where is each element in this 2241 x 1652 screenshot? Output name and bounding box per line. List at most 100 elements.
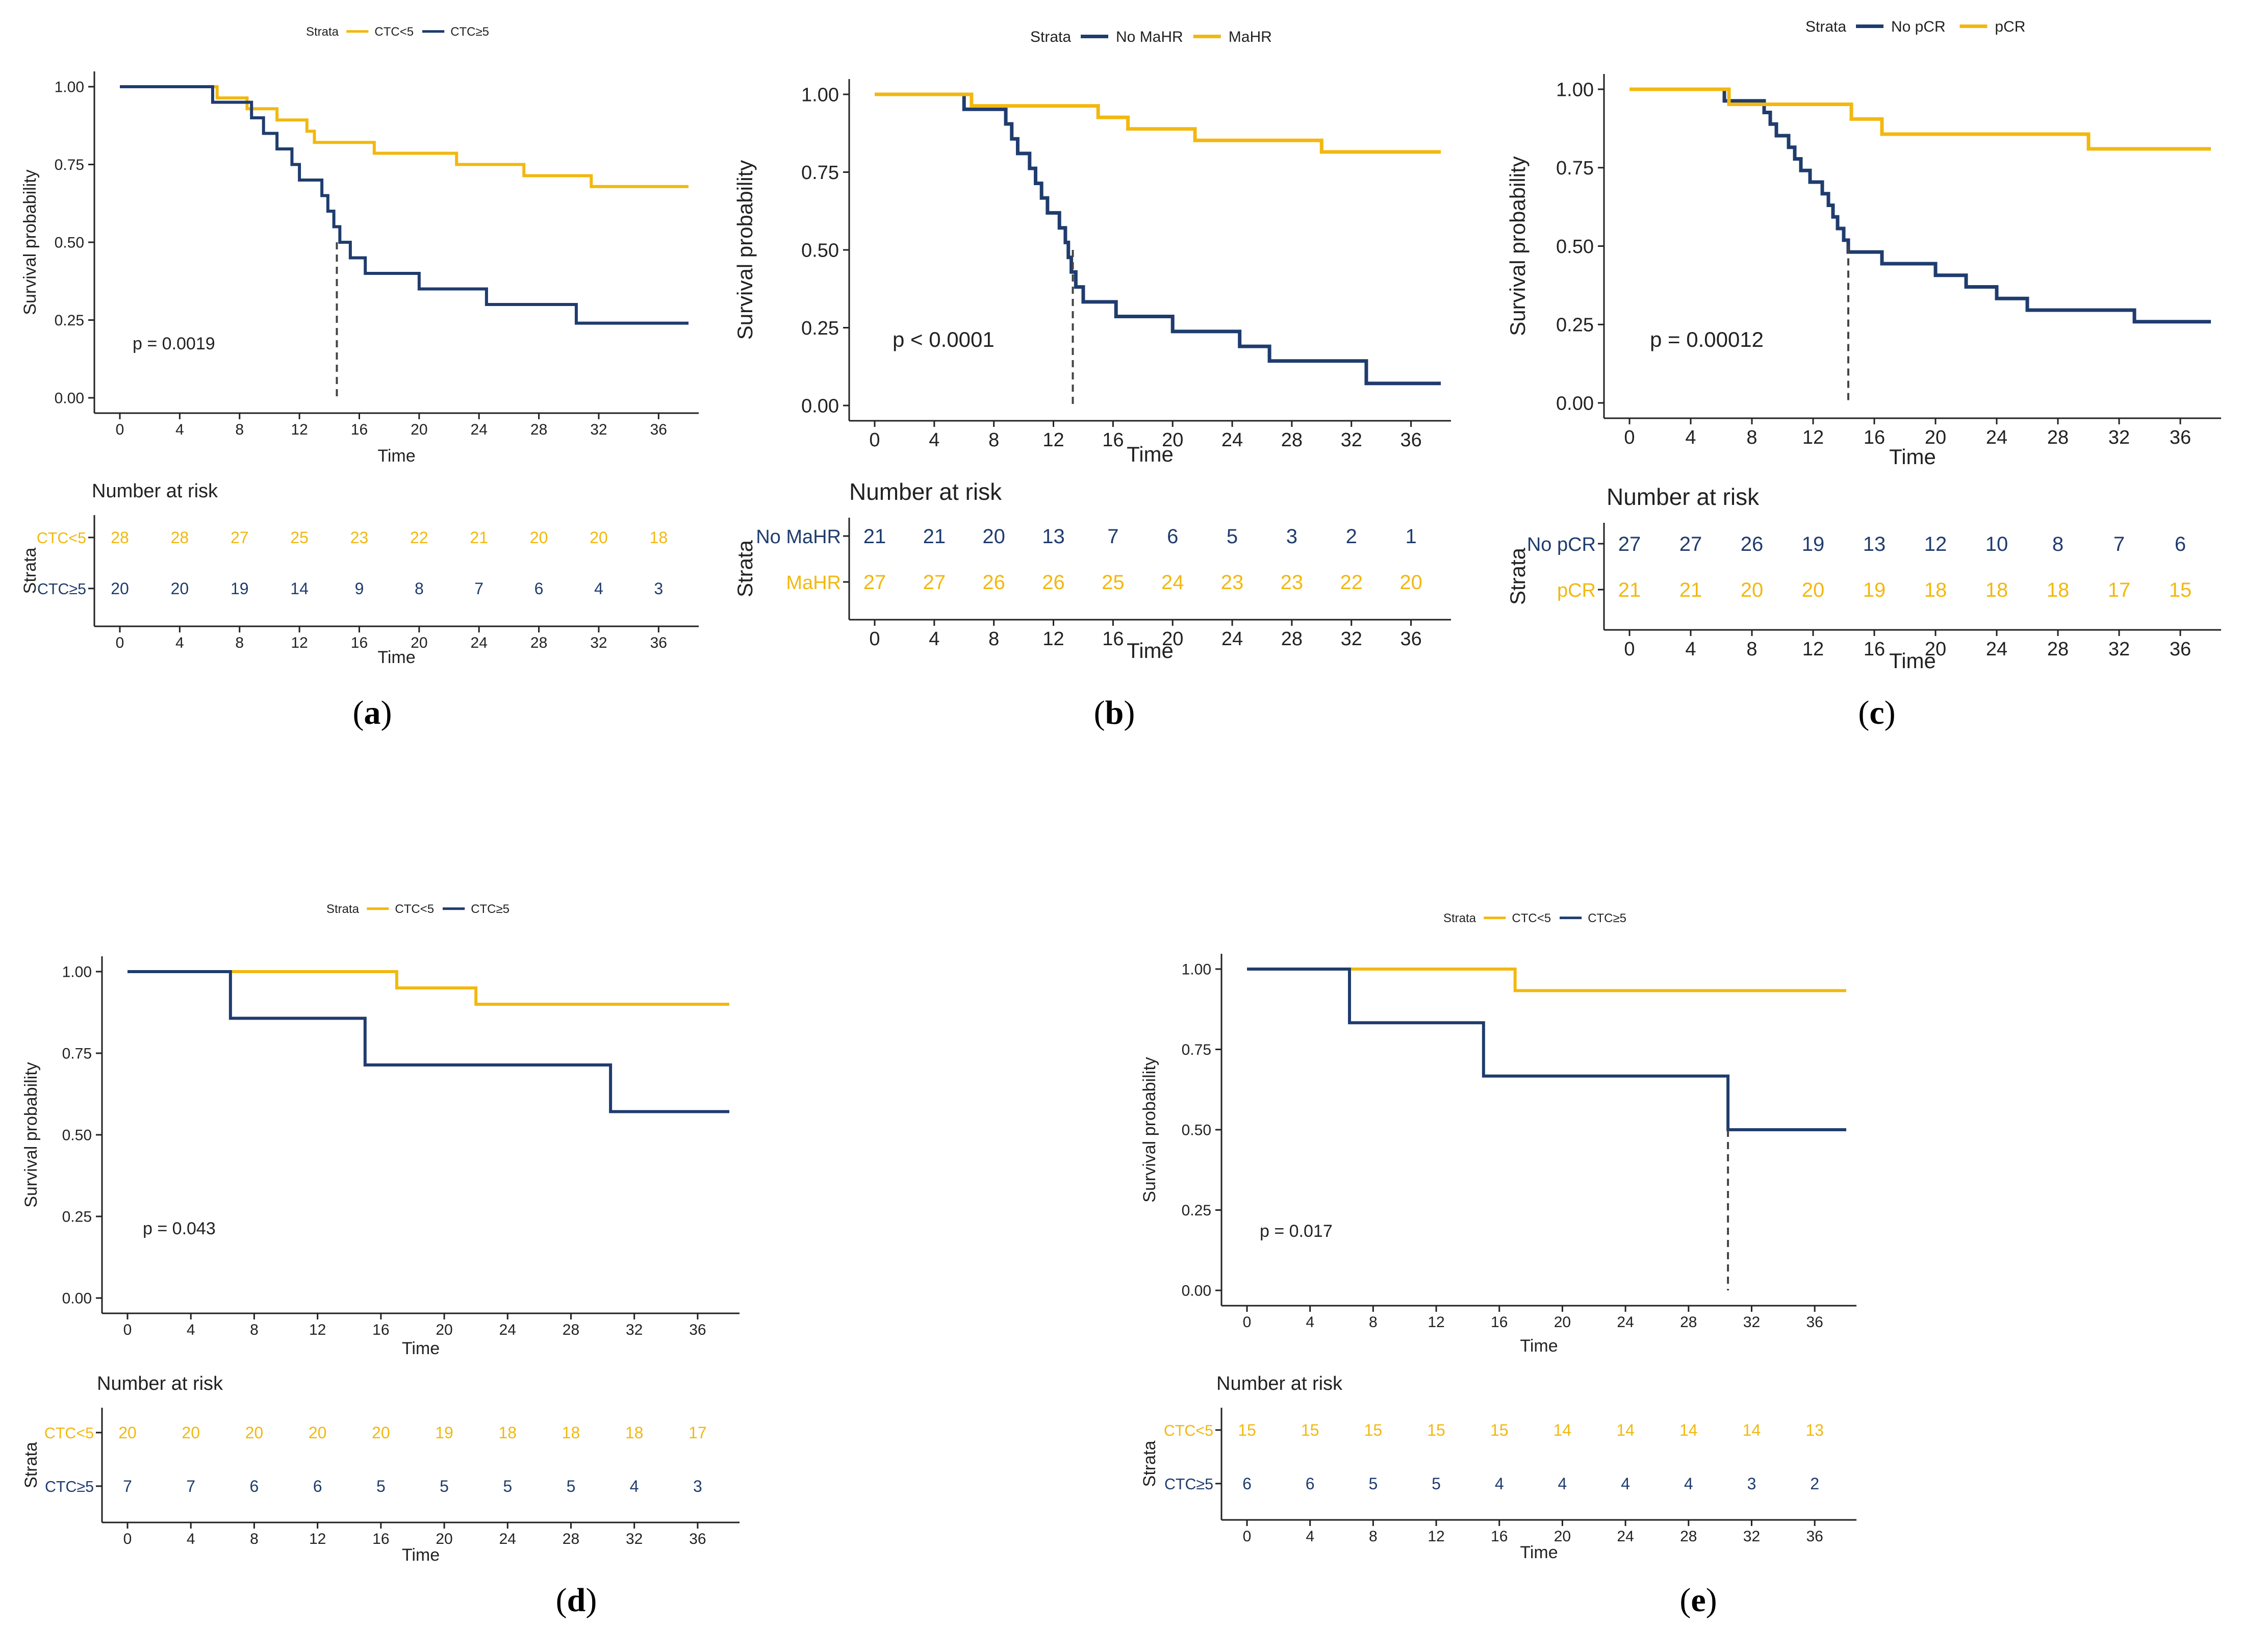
risk-x-tick-label: 32 xyxy=(2108,639,2130,660)
risk-count: 14 xyxy=(290,579,309,598)
risk-count: 15 xyxy=(1490,1421,1509,1439)
x-tick-label: 28 xyxy=(1281,429,1303,451)
risk-count: 6 xyxy=(1306,1475,1315,1493)
legend-title: Strata xyxy=(1805,18,1846,35)
risk-count: 20 xyxy=(118,1424,137,1442)
risk-count: 26 xyxy=(1042,571,1065,594)
risk-x-tick-label: 16 xyxy=(351,634,368,651)
y-tick-label: 0.25 xyxy=(55,312,84,329)
x-axis-label: Time xyxy=(1520,1336,1558,1356)
risk-count: 18 xyxy=(2047,579,2070,601)
risk-count: 22 xyxy=(1340,571,1363,594)
y-axis-label: Survival probability xyxy=(20,169,40,315)
risk-count: 5 xyxy=(503,1477,512,1495)
risk-x-tick-label: 16 xyxy=(1491,1528,1508,1545)
y-tick-label: 0.25 xyxy=(62,1209,92,1226)
risk-y-label: Strata xyxy=(20,548,40,594)
risk-count: 21 xyxy=(923,525,946,548)
risk-count: 28 xyxy=(171,528,189,547)
risk-count: 27 xyxy=(863,571,886,594)
legend-title: Strata xyxy=(1030,29,1071,45)
risk-x-tick-label: 28 xyxy=(1680,1528,1697,1545)
risk-count: 23 xyxy=(350,528,369,547)
risk-x-tick-label: 28 xyxy=(2047,639,2069,660)
x-tick-label: 24 xyxy=(1221,429,1243,451)
risk-row-label: CTC≥5 xyxy=(37,580,86,598)
survival-curve-CTC≥5 xyxy=(120,85,689,325)
y-tick-label: 0.25 xyxy=(1182,1202,1211,1219)
risk-count: 20 xyxy=(982,525,1005,548)
y-tick-label: 0.50 xyxy=(55,235,84,251)
risk-count: 15 xyxy=(1301,1421,1319,1439)
risk-x-tick-label: 12 xyxy=(309,1531,326,1547)
risk-count: 27 xyxy=(231,528,249,547)
x-tick-label: 16 xyxy=(1864,427,1885,448)
y-tick-label: 0.50 xyxy=(1182,1122,1211,1139)
risk-x-tick-label: 28 xyxy=(1281,628,1303,650)
risk-count: 6 xyxy=(1167,525,1178,548)
x-tick-label: 32 xyxy=(590,421,607,438)
x-tick-label: 28 xyxy=(1680,1314,1697,1331)
risk-count: 12 xyxy=(1924,533,1947,555)
risk-count: 15 xyxy=(1427,1421,1445,1439)
legend-title: Strata xyxy=(326,902,360,916)
risk-x-tick-label: 8 xyxy=(988,628,999,650)
risk-count: 7 xyxy=(186,1477,195,1495)
risk-x-tick-label: 12 xyxy=(1802,639,1824,660)
p-value: p = 0.0019 xyxy=(133,334,215,353)
risk-count: 13 xyxy=(1805,1421,1824,1439)
survival-curve-CTC<5 xyxy=(120,85,689,188)
x-tick-label: 32 xyxy=(2108,427,2130,448)
y-tick-label: 0.50 xyxy=(1556,236,1594,258)
risk-count: 13 xyxy=(1042,525,1065,548)
x-tick-label: 8 xyxy=(1746,427,1757,448)
legend-label-1: CTC≥5 xyxy=(450,25,489,39)
risk-count: 5 xyxy=(376,1477,386,1495)
risk-count: 18 xyxy=(562,1424,580,1442)
x-tick-label: 24 xyxy=(1617,1314,1634,1331)
legend-label-1: MaHR xyxy=(1229,29,1272,45)
risk-row-label: No pCR xyxy=(1527,534,1596,555)
legend: Strata CTC<5 CTC≥5 xyxy=(1443,911,1626,925)
risk-count: 7 xyxy=(123,1477,132,1495)
panel-label-c: (c) xyxy=(1858,694,1896,731)
y-tick-label: 0.25 xyxy=(1556,315,1594,336)
risk-x-tick-label: 4 xyxy=(175,634,184,651)
x-tick-label: 16 xyxy=(372,1321,389,1338)
legend-label-0: No pCR xyxy=(1891,18,1946,35)
risk-count: 19 xyxy=(435,1424,453,1442)
risk-row-label: CTC≥5 xyxy=(45,1478,94,1495)
x-tick-label: 12 xyxy=(309,1321,326,1338)
risk-x-tick-label: 4 xyxy=(1685,639,1696,660)
risk-count: 23 xyxy=(1221,571,1244,594)
risk-count: 20 xyxy=(1741,579,1764,601)
x-tick-label: 8 xyxy=(250,1321,259,1338)
risk-x-tick-label: 20 xyxy=(411,634,427,651)
risk-count: 25 xyxy=(1102,571,1125,594)
legend: Strata CTC<5 CTC≥5 xyxy=(306,25,489,39)
risk-x-tick-label: 0 xyxy=(1243,1528,1252,1545)
survival-curve-CTC≥5 xyxy=(128,970,729,1113)
risk-count: 17 xyxy=(2108,579,2131,601)
survival-curve-No MaHR xyxy=(875,92,1441,386)
x-tick-label: 8 xyxy=(235,421,244,438)
risk-count: 18 xyxy=(625,1424,644,1442)
risk-x-tick-label: 16 xyxy=(1864,639,1885,660)
y-tick-label: 0.75 xyxy=(55,157,84,173)
risk-count: 18 xyxy=(498,1424,517,1442)
risk-table-title: Number at risk xyxy=(97,1373,223,1394)
panel-a: Strata CTC<5 CTC≥50.000.250.500.751.000 4 8 1… xyxy=(20,25,699,667)
x-tick-label: 16 xyxy=(1491,1314,1508,1331)
risk-x-tick-label: 16 xyxy=(1102,628,1124,650)
risk-table-title: Number at risk xyxy=(849,478,1002,505)
risk-count: 20 xyxy=(1802,579,1825,601)
x-tick-label: 4 xyxy=(175,421,184,438)
x-tick-label: 4 xyxy=(929,429,939,451)
p-value: p < 0.0001 xyxy=(893,327,995,351)
risk-count: 2 xyxy=(1346,525,1357,548)
y-tick-label: 0.00 xyxy=(1182,1283,1211,1300)
panel-label-e: (e) xyxy=(1679,1582,1717,1619)
risk-x-tick-label: 8 xyxy=(1369,1528,1378,1545)
risk-count: 28 xyxy=(111,528,129,547)
